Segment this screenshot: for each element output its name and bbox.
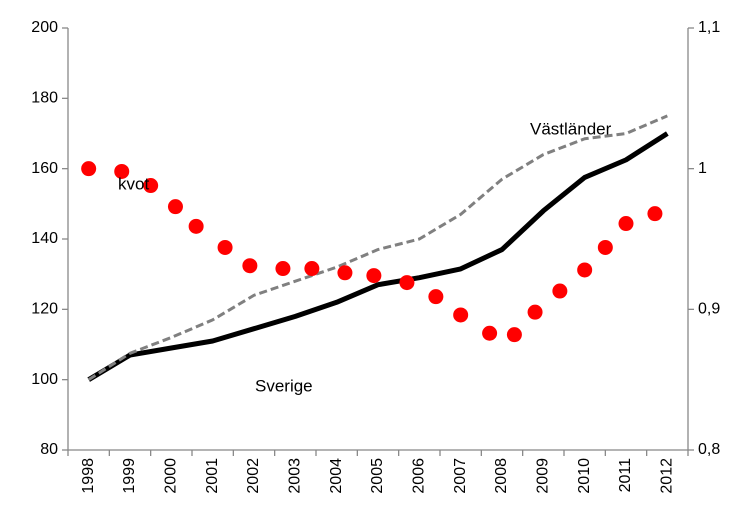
x-tick-label: 2004 bbox=[328, 458, 345, 494]
data-point bbox=[217, 239, 233, 255]
y-tick-label: 160 bbox=[31, 160, 58, 177]
annotation: kvot bbox=[118, 174, 149, 193]
data-point bbox=[304, 261, 320, 277]
y2-tick-label: 1 bbox=[698, 160, 707, 177]
data-point bbox=[428, 289, 444, 305]
data-point bbox=[188, 218, 204, 234]
x-tick-label: 2006 bbox=[411, 458, 428, 494]
series-line bbox=[87, 114, 668, 381]
x-tick-label: 1998 bbox=[80, 458, 97, 494]
data-point bbox=[618, 216, 634, 232]
data-point bbox=[482, 325, 498, 341]
y-tick-label: 80 bbox=[40, 441, 58, 458]
data-point bbox=[597, 239, 613, 255]
data-point bbox=[275, 261, 291, 277]
data-point bbox=[143, 178, 159, 194]
annotation: Sverige bbox=[255, 376, 313, 395]
y-tick-label: 180 bbox=[31, 90, 58, 107]
x-tick-label: 2007 bbox=[452, 458, 469, 494]
data-point bbox=[577, 262, 593, 278]
x-tick-label: 2009 bbox=[535, 458, 552, 494]
annotation: Västländer bbox=[530, 119, 612, 138]
y-tick-label: 100 bbox=[31, 371, 58, 388]
x-tick-label: 2005 bbox=[369, 458, 386, 494]
x-tick-label: 2012 bbox=[659, 458, 676, 494]
y-tick-label: 140 bbox=[31, 230, 58, 247]
data-point bbox=[552, 283, 568, 299]
data-point bbox=[527, 304, 543, 320]
data-point bbox=[399, 275, 415, 291]
y-tick-label: 120 bbox=[31, 301, 58, 318]
series-line bbox=[87, 131, 669, 382]
x-tick-label: 2010 bbox=[576, 458, 593, 494]
x-tick-label: 2008 bbox=[493, 458, 510, 494]
x-tick-label: 2011 bbox=[617, 458, 634, 493]
x-tick-label: 2002 bbox=[245, 458, 262, 494]
y-tick-label: 200 bbox=[31, 19, 58, 36]
y2-tick-label: 1,1 bbox=[698, 19, 720, 36]
y2-tick-label: 0,9 bbox=[698, 301, 720, 318]
data-point bbox=[506, 327, 522, 343]
data-point bbox=[453, 307, 469, 323]
data-point bbox=[647, 206, 663, 222]
data-point bbox=[366, 268, 382, 284]
x-tick-label: 2001 bbox=[204, 458, 221, 494]
data-point bbox=[337, 265, 353, 281]
x-tick-label: 1999 bbox=[121, 458, 138, 494]
x-tick-label: 2000 bbox=[163, 458, 180, 494]
data-point bbox=[81, 161, 97, 177]
y2-tick-label: 0,8 bbox=[698, 441, 720, 458]
data-point bbox=[167, 199, 183, 215]
x-tick-label: 2003 bbox=[287, 458, 304, 494]
data-point bbox=[114, 163, 130, 179]
data-point bbox=[242, 258, 258, 274]
